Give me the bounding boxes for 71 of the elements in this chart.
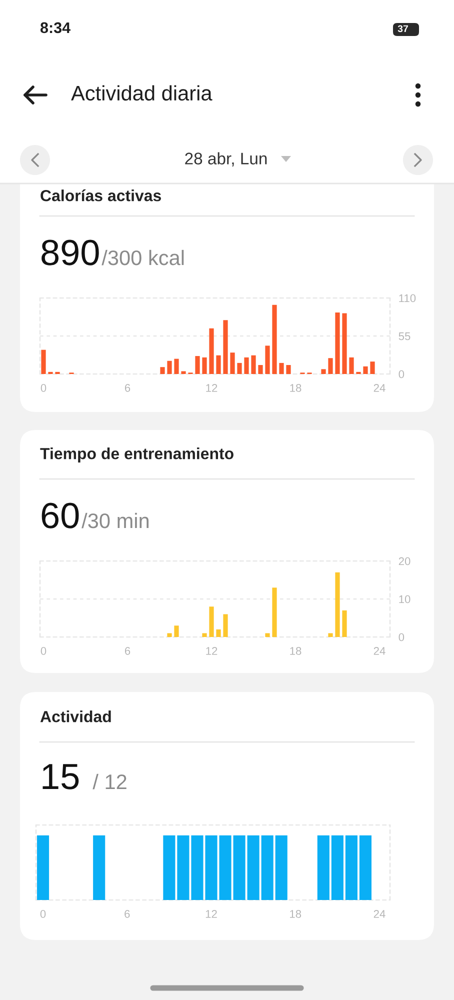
bar xyxy=(258,365,263,374)
bar xyxy=(342,610,347,637)
y-tick-label: 10 xyxy=(399,595,410,604)
bar xyxy=(328,633,333,637)
bar xyxy=(223,320,228,374)
bar xyxy=(230,352,235,374)
bar xyxy=(342,313,347,374)
x-tick-label: 24 xyxy=(374,384,386,392)
text: /300 kcal xyxy=(102,250,184,266)
bar xyxy=(174,626,179,637)
text: / 12 xyxy=(92,774,126,790)
x-tick-label: 0 xyxy=(40,910,46,918)
chart-subtitle: 15 xyxy=(42,764,79,790)
y-tick-label: 55 xyxy=(398,332,410,340)
x-tick-label: 24 xyxy=(374,910,386,918)
text: 8:34 xyxy=(40,22,70,34)
text: 28 abr, Lun xyxy=(185,152,267,166)
bar xyxy=(265,346,270,374)
bar xyxy=(202,357,207,374)
bar xyxy=(216,355,221,374)
bar xyxy=(216,629,221,637)
chart-title: Tiempo de entrenamiento xyxy=(40,448,234,462)
bar xyxy=(244,357,249,374)
x-tick-label: 6 xyxy=(124,384,130,392)
bar xyxy=(237,362,242,374)
bar xyxy=(321,369,326,374)
bar xyxy=(286,365,291,374)
bar xyxy=(41,350,46,374)
y-tick-label: 110 xyxy=(399,294,416,302)
chart-title: Actividad xyxy=(40,710,111,722)
text: Actividad diaria xyxy=(71,85,212,101)
bar xyxy=(279,362,284,374)
y-tick-label: 0 xyxy=(398,370,404,378)
y-tick-label: 0 xyxy=(398,633,404,642)
x-tick-label: 0 xyxy=(40,384,46,392)
bar xyxy=(202,633,207,637)
x-tick-label: 18 xyxy=(290,647,302,655)
bar xyxy=(160,367,165,374)
x-tick-label: 6 xyxy=(124,647,130,655)
text: /30 min xyxy=(82,512,149,528)
bar xyxy=(181,371,186,374)
x-tick-label: 0 xyxy=(40,647,46,655)
bar xyxy=(223,614,228,637)
x-tick-label: 6 xyxy=(124,910,130,918)
bar xyxy=(174,358,179,374)
x-tick-label: 12 xyxy=(206,647,218,655)
bar xyxy=(209,606,214,637)
chart-subtitle: 890 xyxy=(42,240,99,266)
bar xyxy=(251,355,256,374)
bar xyxy=(272,304,277,374)
chart-title: Calorías activas xyxy=(40,189,161,202)
x-tick-label: 12 xyxy=(206,910,217,918)
chart-subtitle: 60 xyxy=(42,502,79,528)
bar xyxy=(167,360,172,374)
bar xyxy=(272,588,277,637)
bar xyxy=(349,357,354,374)
text: 37 xyxy=(398,25,408,32)
bar xyxy=(265,633,270,637)
bar xyxy=(209,328,214,374)
bar xyxy=(335,572,340,637)
x-tick-label: 24 xyxy=(374,647,386,655)
bar xyxy=(328,358,333,374)
y-tick-label: 20 xyxy=(398,557,410,566)
bar xyxy=(167,633,172,637)
bar xyxy=(195,356,200,374)
x-tick-label: 18 xyxy=(290,384,302,392)
bar xyxy=(363,366,368,374)
bar xyxy=(370,362,375,374)
bar xyxy=(335,312,340,374)
x-tick-label: 18 xyxy=(290,910,302,918)
x-tick-label: 12 xyxy=(206,384,218,392)
